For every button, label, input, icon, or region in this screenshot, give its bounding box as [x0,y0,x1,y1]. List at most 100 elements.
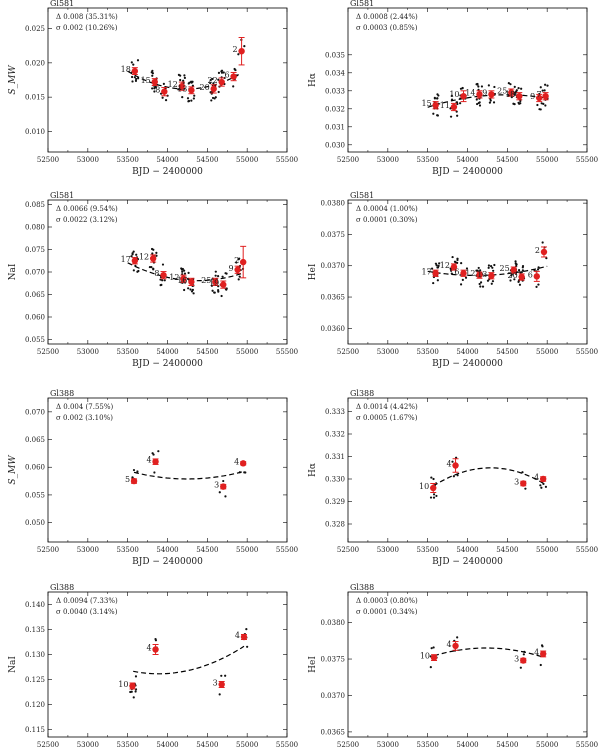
observation-point [190,81,193,84]
observation-point [492,101,496,104]
stat-delta: Δ 0.0094 (7.33%) [56,597,118,605]
observation-point [477,101,480,105]
y-tick-label: 0.025 [25,25,45,33]
x-tick-label: 52500 [337,156,359,164]
observation-point [160,283,163,286]
binned-point [452,462,459,469]
binned-point [220,483,227,490]
y-tick-label: 0.075 [25,246,45,254]
bin-count-label: 12 [465,269,475,278]
observation-point [134,690,137,693]
x-tick-label: 52500 [37,156,59,164]
observation-point [222,479,225,483]
observation-point [129,690,132,694]
y-axis-label: NaI [8,263,18,280]
observation-point [152,453,155,456]
observation-point [435,494,438,498]
binned-point [516,93,523,100]
observation-point [450,94,453,97]
observation-point [224,674,227,677]
bin-count-label: 12 [440,261,450,270]
x-tick-label: 54500 [496,156,518,164]
y-tick-label: 0.120 [25,701,45,709]
observation-point [232,85,235,88]
binned-point [238,48,245,55]
observation-point [449,115,453,118]
observation-point [438,262,441,265]
y-tick-label: 0.328 [325,521,345,529]
observation-point [464,276,468,279]
x-tick-label: 55500 [576,348,598,356]
observation-point [181,96,184,99]
bin-count-label: 3 [213,679,218,688]
x-tick-label: 54000 [156,741,178,749]
observation-point [478,282,481,286]
observation-point [209,79,212,82]
observation-point [487,266,490,269]
panel-title: Gl388 [350,583,374,592]
binned-point [539,650,547,658]
observation-point [191,84,194,87]
observation-point [542,102,545,105]
binned-point [460,93,467,100]
observation-point [493,85,496,89]
observation-point [479,285,482,288]
observation-point [544,83,547,86]
binned-point [210,85,217,93]
observation-point [222,71,225,74]
bin-count-label: 10 [420,652,430,661]
observation-point [161,263,165,266]
binned-point [488,272,495,279]
binned-point [131,257,139,264]
bin-count-label: 6 [454,267,459,276]
binned-point [152,458,159,465]
observation-point [193,94,196,97]
binned-point [540,248,548,256]
observation-point [456,257,459,260]
bin-count-label: 20 [507,271,517,280]
binned-point [218,681,225,688]
observation-point [217,71,221,74]
x-tick-label: 55000 [536,741,558,749]
observation-point [134,675,138,678]
y-tick-label: 0.140 [25,601,45,609]
stat-delta: Δ 0.004 (7.55%) [56,403,114,411]
observation-point [211,77,214,81]
fit-curve [432,467,544,487]
y-tick-label: 0.332 [325,431,345,439]
y-tick-label: 0.125 [25,676,45,684]
panel-title: Gl581 [350,0,374,8]
binned-point [149,255,157,262]
bin-count-label: 15 [141,76,151,85]
observation-point [136,470,139,473]
observation-point [150,266,153,269]
y-tick-label: 0.085 [25,201,45,209]
observation-point [157,450,160,453]
stat-sigma: σ 0.002 (3.10%) [56,414,113,422]
y-tick-label: 0.060 [25,464,45,472]
observation-point [489,99,492,102]
x-tick-label: 53000 [77,546,99,554]
binned-point [430,484,437,492]
binned-point [520,480,527,487]
observation-point [153,90,156,93]
bin-count-label: 11 [440,101,450,110]
panel-title: Gl388 [50,389,74,398]
observation-point [183,74,186,77]
observation-point [154,637,157,641]
y-tick-label: 0.0370 [321,692,346,700]
x-tick-label: 54000 [456,546,478,554]
observation-point [475,98,478,101]
x-tick-label: 52500 [337,546,359,554]
x-tick-label: 52500 [337,741,359,749]
observation-point [214,274,217,277]
x-tick-label: 53500 [417,741,439,749]
y-tick-label: 0.065 [25,291,45,299]
observation-point [151,87,154,90]
binned-point [220,281,227,288]
binned-point [539,475,547,483]
bin-count-label: 3 [214,481,219,490]
observation-point [477,266,480,270]
y-tick-label: 0.030 [325,141,345,149]
